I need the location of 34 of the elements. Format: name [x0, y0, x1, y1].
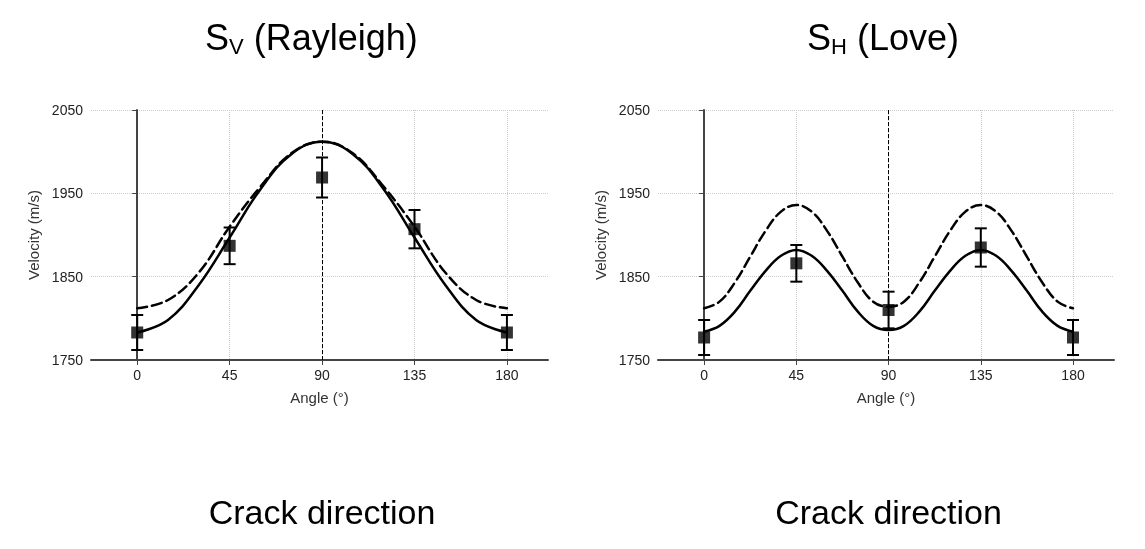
y-tick-label: 1950	[51, 185, 84, 202]
point	[408, 223, 421, 236]
y-axis-title: Velocity (m/s)	[24, 189, 42, 281]
y-tick-label: 1850	[51, 268, 84, 285]
y-tick-label: 1750	[51, 352, 84, 368]
y-tick-label: 2050	[618, 102, 651, 118]
x-tick-label: 180	[1061, 367, 1085, 383]
x-tick-label: 45	[221, 367, 238, 383]
x-tick-label: 135	[969, 367, 993, 383]
x-tick-label: 45	[788, 367, 805, 383]
y-axis-title: Velocity (m/s)	[591, 189, 609, 281]
y-tick-label: 1950	[618, 185, 651, 202]
y-tick-label: 2050	[51, 102, 84, 118]
point	[882, 304, 895, 316]
y-tick-label: 1850	[618, 268, 651, 285]
x-tick-label: 180	[495, 367, 519, 383]
point	[1067, 331, 1080, 344]
point	[698, 331, 711, 344]
x-tick-label: 0	[133, 367, 142, 383]
point	[790, 257, 803, 270]
ref-line-label: Crack direction	[208, 493, 436, 531]
y-tick-label: 1750	[618, 352, 651, 368]
x-tick-label: 90	[314, 367, 331, 383]
point	[223, 239, 236, 252]
x-tick-label: 90	[880, 367, 897, 383]
point	[131, 326, 144, 339]
point	[316, 171, 329, 184]
x-tick-label: 135	[402, 367, 427, 383]
x-axis-title: Angle (°)	[290, 389, 349, 406]
ref-line-label: Crack direction	[775, 493, 1002, 531]
x-tick-label: 0	[700, 367, 709, 383]
point	[974, 241, 987, 254]
point	[500, 326, 513, 339]
x-axis-title: Angle (°)	[856, 389, 916, 406]
